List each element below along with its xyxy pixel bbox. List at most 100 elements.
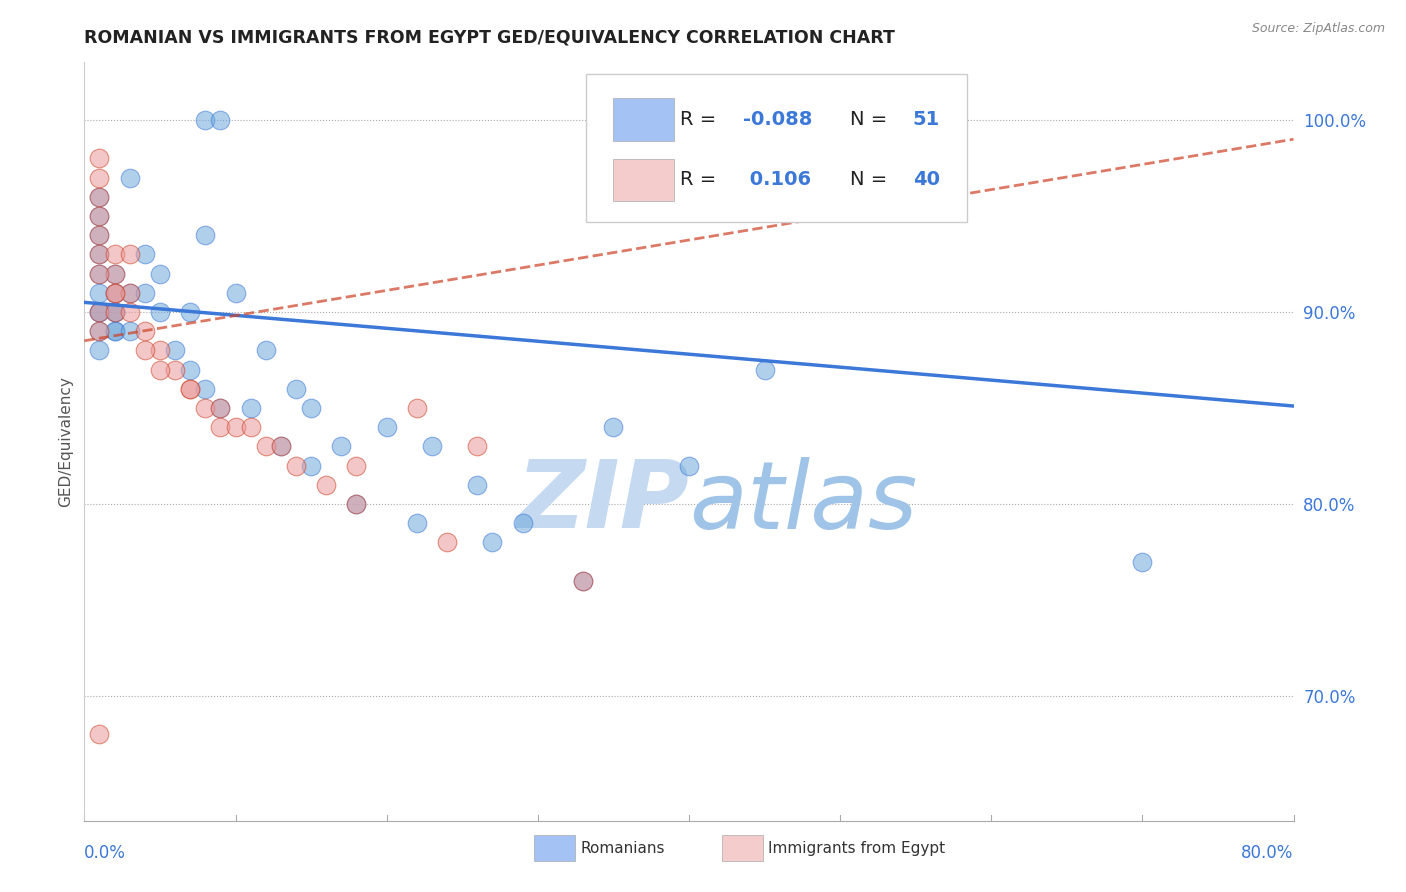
Text: Romanians: Romanians xyxy=(581,841,665,856)
Point xyxy=(104,285,127,300)
Point xyxy=(678,458,700,473)
Point xyxy=(239,401,262,415)
Point xyxy=(572,574,595,588)
Point xyxy=(89,190,111,204)
Point xyxy=(406,401,429,415)
Point xyxy=(179,362,201,376)
Point xyxy=(209,113,232,128)
Text: 40: 40 xyxy=(912,170,939,189)
Point xyxy=(194,228,217,243)
Point xyxy=(118,305,141,319)
Point xyxy=(89,305,111,319)
Point xyxy=(299,401,322,415)
Point xyxy=(89,228,111,243)
Point xyxy=(270,439,292,453)
Point xyxy=(134,343,156,358)
Point xyxy=(134,285,156,300)
Y-axis label: GED/Equivalency: GED/Equivalency xyxy=(58,376,73,507)
Point xyxy=(104,324,127,338)
Point xyxy=(512,516,534,530)
Text: 0.106: 0.106 xyxy=(744,170,811,189)
Text: -0.088: -0.088 xyxy=(744,110,813,128)
Point xyxy=(89,228,111,243)
Text: ROMANIAN VS IMMIGRANTS FROM EGYPT GED/EQUIVALENCY CORRELATION CHART: ROMANIAN VS IMMIGRANTS FROM EGYPT GED/EQ… xyxy=(84,29,896,47)
Point xyxy=(436,535,458,549)
Point xyxy=(179,382,201,396)
Point xyxy=(118,285,141,300)
Point xyxy=(149,267,172,281)
Point xyxy=(89,209,111,223)
Text: 51: 51 xyxy=(912,110,939,128)
Point xyxy=(179,382,201,396)
Point xyxy=(149,305,172,319)
Point xyxy=(1130,554,1153,568)
Point xyxy=(104,305,127,319)
FancyBboxPatch shape xyxy=(721,835,762,861)
Point xyxy=(89,152,111,166)
Point xyxy=(104,267,127,281)
Point xyxy=(315,477,337,491)
Point xyxy=(467,477,489,491)
Point xyxy=(346,497,368,511)
Point xyxy=(602,420,624,434)
Point xyxy=(406,516,429,530)
Point xyxy=(104,285,127,300)
Text: N =: N = xyxy=(849,170,893,189)
Point xyxy=(285,458,308,473)
Point xyxy=(134,247,156,261)
Point xyxy=(165,343,187,358)
Text: Source: ZipAtlas.com: Source: ZipAtlas.com xyxy=(1251,22,1385,36)
Text: 0.0%: 0.0% xyxy=(84,844,127,862)
Point xyxy=(165,362,187,376)
Point xyxy=(89,727,111,741)
Point xyxy=(89,305,111,319)
Point xyxy=(346,458,368,473)
Point xyxy=(89,209,111,223)
Point xyxy=(89,324,111,338)
Text: N =: N = xyxy=(849,110,893,128)
Point xyxy=(209,401,232,415)
FancyBboxPatch shape xyxy=(534,835,575,861)
Point xyxy=(194,401,217,415)
Point xyxy=(420,439,443,453)
Point xyxy=(104,305,127,319)
Point xyxy=(254,439,277,453)
Point xyxy=(194,382,217,396)
Point xyxy=(285,382,308,396)
Text: R =: R = xyxy=(681,170,723,189)
Text: R =: R = xyxy=(681,110,723,128)
Point xyxy=(254,343,277,358)
Point xyxy=(104,267,127,281)
Point xyxy=(118,170,141,185)
Point xyxy=(89,267,111,281)
Point xyxy=(118,324,141,338)
Point xyxy=(330,439,353,453)
Point xyxy=(89,324,111,338)
Point xyxy=(89,285,111,300)
Point xyxy=(572,574,595,588)
Text: atlas: atlas xyxy=(689,457,917,548)
Point xyxy=(89,247,111,261)
Point xyxy=(346,497,368,511)
Point xyxy=(299,458,322,473)
Text: 80.0%: 80.0% xyxy=(1241,844,1294,862)
Point xyxy=(104,285,127,300)
Point xyxy=(89,170,111,185)
Point xyxy=(149,362,172,376)
Point xyxy=(225,285,247,300)
FancyBboxPatch shape xyxy=(586,74,967,221)
Point xyxy=(104,324,127,338)
Point xyxy=(209,420,232,434)
Text: ZIP: ZIP xyxy=(516,456,689,549)
Point xyxy=(149,343,172,358)
Point xyxy=(104,305,127,319)
FancyBboxPatch shape xyxy=(613,98,675,141)
Point xyxy=(209,401,232,415)
Point xyxy=(118,285,141,300)
Point xyxy=(89,305,111,319)
Point xyxy=(194,113,217,128)
Point xyxy=(89,343,111,358)
Point xyxy=(239,420,262,434)
Point xyxy=(89,267,111,281)
Text: Immigrants from Egypt: Immigrants from Egypt xyxy=(768,841,945,856)
